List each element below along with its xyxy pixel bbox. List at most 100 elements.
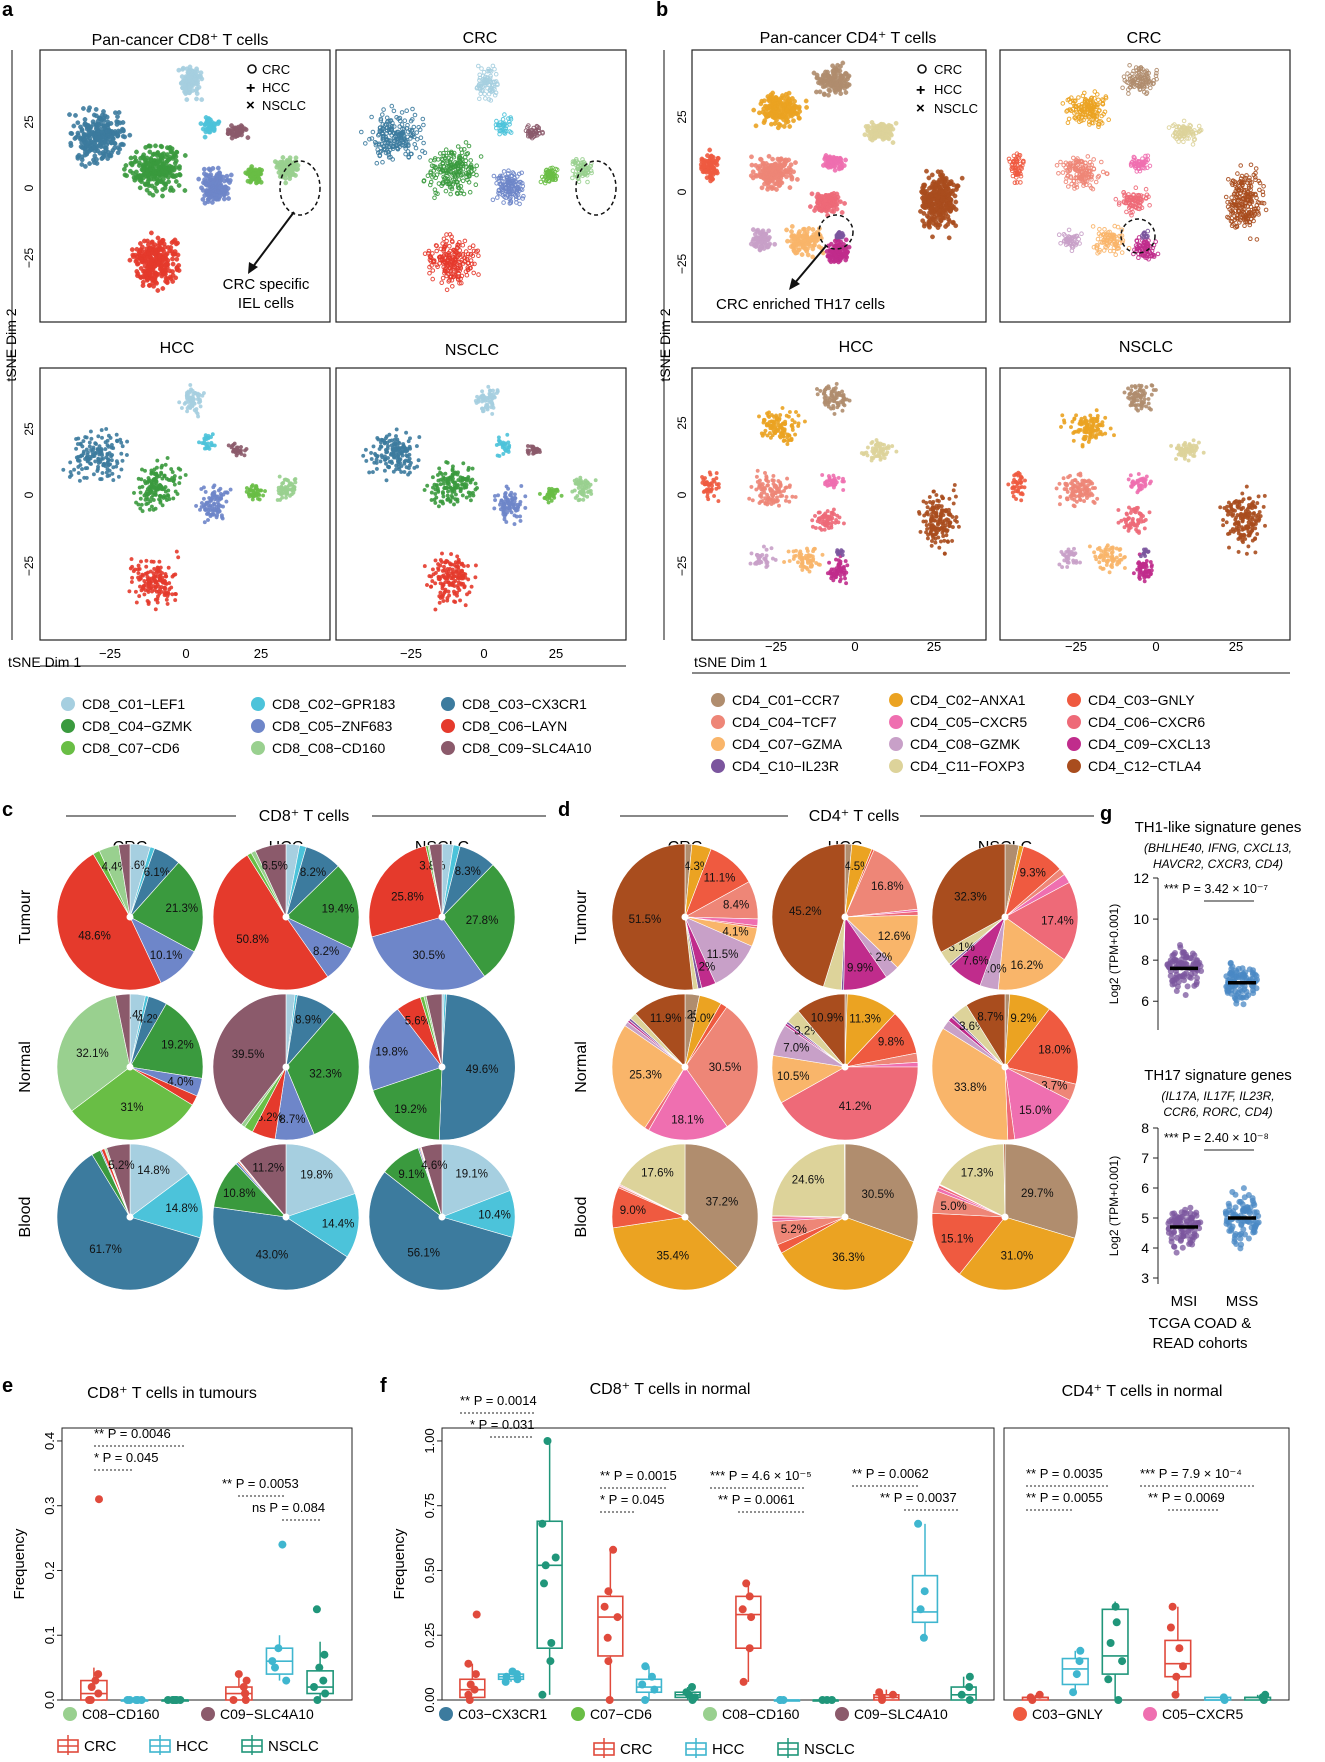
scatter-point <box>173 489 178 494</box>
scatter-point <box>843 247 849 253</box>
scatter-point <box>777 99 783 105</box>
scatter-point <box>124 173 130 179</box>
scatter-point <box>205 445 210 450</box>
scatter-point <box>822 73 827 79</box>
scatter-point <box>295 166 300 172</box>
scatter-point <box>832 251 837 257</box>
legend-swatch <box>61 697 75 711</box>
scatter-point <box>151 571 156 576</box>
scatter-point <box>792 103 798 109</box>
scatter-point <box>128 566 133 571</box>
scatter-point <box>396 453 401 458</box>
scatter-point <box>156 569 161 574</box>
scatter-point <box>199 76 205 82</box>
scatter-point <box>394 427 399 432</box>
scatter-point <box>157 559 162 564</box>
scatter-point <box>200 441 205 446</box>
scatter-point <box>185 406 190 411</box>
scatter-point <box>288 481 293 486</box>
scatter-point <box>162 474 167 479</box>
scatter-point <box>436 504 441 509</box>
scatter-point <box>491 173 497 179</box>
scatter-point <box>81 449 86 454</box>
scatter-point <box>795 176 800 182</box>
scatter-point <box>158 246 164 252</box>
scatter-point <box>259 488 264 493</box>
scatter-point <box>159 144 165 150</box>
scatter-point <box>170 256 175 262</box>
scatter-point <box>444 570 449 575</box>
scatter-point <box>155 594 160 599</box>
scatter-point <box>115 145 121 151</box>
scatter-point <box>99 435 104 440</box>
x-tick-a3-m25: −25 <box>99 646 121 661</box>
scatter-point <box>753 236 759 242</box>
scatter-point <box>463 603 468 608</box>
scatter-point <box>76 152 82 158</box>
scatter-point <box>200 393 205 398</box>
scatter-point <box>73 113 78 118</box>
scatter-point <box>438 499 443 504</box>
scatter-point <box>142 592 147 597</box>
scatter-point <box>496 435 501 440</box>
scatter-point <box>837 86 843 92</box>
scatter-point <box>214 504 219 509</box>
scatter-point <box>127 132 133 138</box>
scatter-point <box>789 234 795 240</box>
scatter-point <box>256 496 261 501</box>
scatter-point <box>460 482 465 487</box>
scatter-point <box>843 157 848 163</box>
scatter-point <box>402 445 407 450</box>
scatter-point <box>452 584 457 589</box>
scatter-point <box>215 165 221 171</box>
tsne-frame-a2 <box>335 49 627 323</box>
scatter-point <box>787 124 793 129</box>
scatter-point <box>411 124 417 130</box>
scatter-point <box>185 409 190 414</box>
scatter-point <box>238 445 243 450</box>
shape-legend-a-hcc: HCC <box>262 80 290 95</box>
scatter-point <box>585 494 590 499</box>
scatter-point <box>150 161 156 167</box>
scatter-point <box>372 460 377 465</box>
legend-label: CD8_C05−ZNF683 <box>272 718 392 734</box>
scatter-point <box>478 154 484 159</box>
scatter-point <box>172 160 178 166</box>
scatter-point <box>244 447 249 452</box>
scatter-point <box>493 71 499 77</box>
scatter-point <box>752 241 758 247</box>
scatter-point <box>468 480 473 485</box>
scatter-point <box>146 270 152 276</box>
scatter-point <box>199 501 204 506</box>
scatter-point <box>69 473 74 478</box>
scatter-point <box>443 560 448 565</box>
scatter-point <box>170 269 175 274</box>
scatter-point <box>491 405 496 410</box>
scatter-point <box>494 118 499 124</box>
scatter-point <box>373 453 378 458</box>
scatter-point <box>135 271 141 276</box>
scatter-point <box>171 167 177 173</box>
scatter-point <box>144 187 150 193</box>
scatter-point <box>188 399 193 404</box>
scatter-point <box>501 169 507 174</box>
scatter-point <box>427 574 432 579</box>
scatter-point <box>255 179 261 185</box>
scatter-point <box>153 143 158 149</box>
scatter-point <box>501 502 506 507</box>
scatter-point <box>88 429 93 434</box>
scatter-point <box>177 171 183 177</box>
tsne-title-b3: HCC <box>839 339 874 356</box>
scatter-point <box>114 432 119 437</box>
scatter-point <box>170 574 175 579</box>
x-tick-a4-0: 0 <box>480 646 487 661</box>
scatter-point <box>369 457 374 462</box>
scatter-point <box>390 157 396 162</box>
scatter-point <box>837 249 843 254</box>
scatter-point <box>770 156 775 162</box>
scatter-point <box>72 467 77 472</box>
scatter-point <box>119 467 124 472</box>
scatter-point <box>103 148 109 153</box>
scatter-point <box>79 127 85 132</box>
scatter-point <box>96 460 101 465</box>
